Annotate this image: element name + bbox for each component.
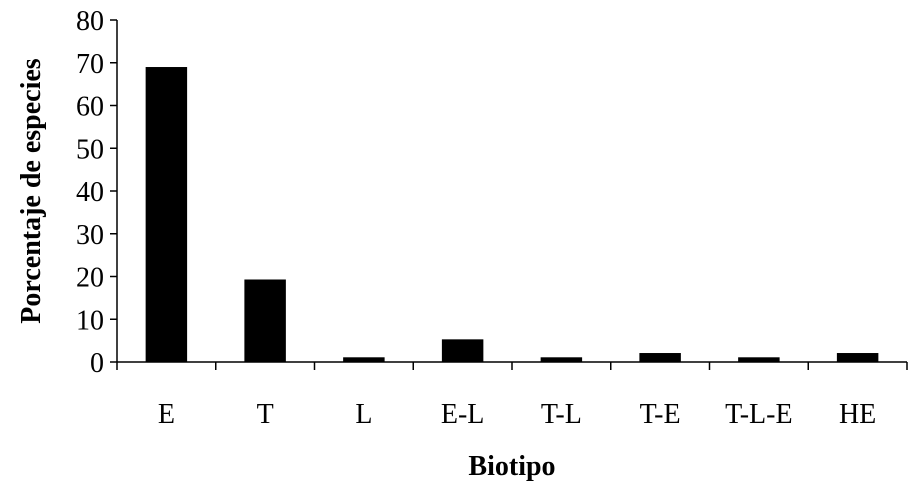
x-tick-label: T-L bbox=[541, 399, 582, 430]
y-tick-label: 70 bbox=[76, 49, 104, 80]
y-axis-title: Porcentaje de especies bbox=[16, 58, 47, 323]
x-tick-label: HE bbox=[839, 399, 876, 430]
y-tick-label: 20 bbox=[76, 263, 104, 294]
x-tick-label: L bbox=[355, 399, 372, 430]
bar-t-l bbox=[540, 357, 583, 362]
bar-he bbox=[836, 353, 879, 362]
bar-e bbox=[145, 67, 188, 363]
bar-t bbox=[244, 279, 286, 362]
y-tick-label: 10 bbox=[76, 305, 104, 336]
y-tick-label: 50 bbox=[76, 134, 104, 165]
bar-t-l-e bbox=[738, 357, 780, 362]
y-tick-label: 60 bbox=[76, 92, 104, 123]
x-axis-ticks: E T L E-L T-L T-E T-L-E HE bbox=[116, 362, 908, 430]
x-tick-label: E bbox=[158, 399, 175, 430]
y-axis-ticks: 0 10 20 30 40 50 60 70 80 bbox=[76, 6, 117, 379]
x-tick-label: T-L-E bbox=[725, 399, 792, 430]
y-tick-label: 80 bbox=[76, 6, 104, 37]
x-tick-label: E-L bbox=[441, 399, 485, 430]
y-tick-label: 30 bbox=[76, 220, 104, 251]
x-tick-label: T bbox=[257, 399, 274, 430]
y-tick-label: 0 bbox=[90, 348, 104, 379]
x-axis-title: Biotipo bbox=[468, 451, 555, 482]
x-tick-label: T-E bbox=[640, 399, 681, 430]
bars bbox=[145, 67, 879, 363]
bar-t-e bbox=[639, 353, 681, 362]
bar-l bbox=[343, 357, 385, 362]
bar-e-l bbox=[441, 339, 484, 362]
y-tick-label: 40 bbox=[76, 177, 104, 208]
